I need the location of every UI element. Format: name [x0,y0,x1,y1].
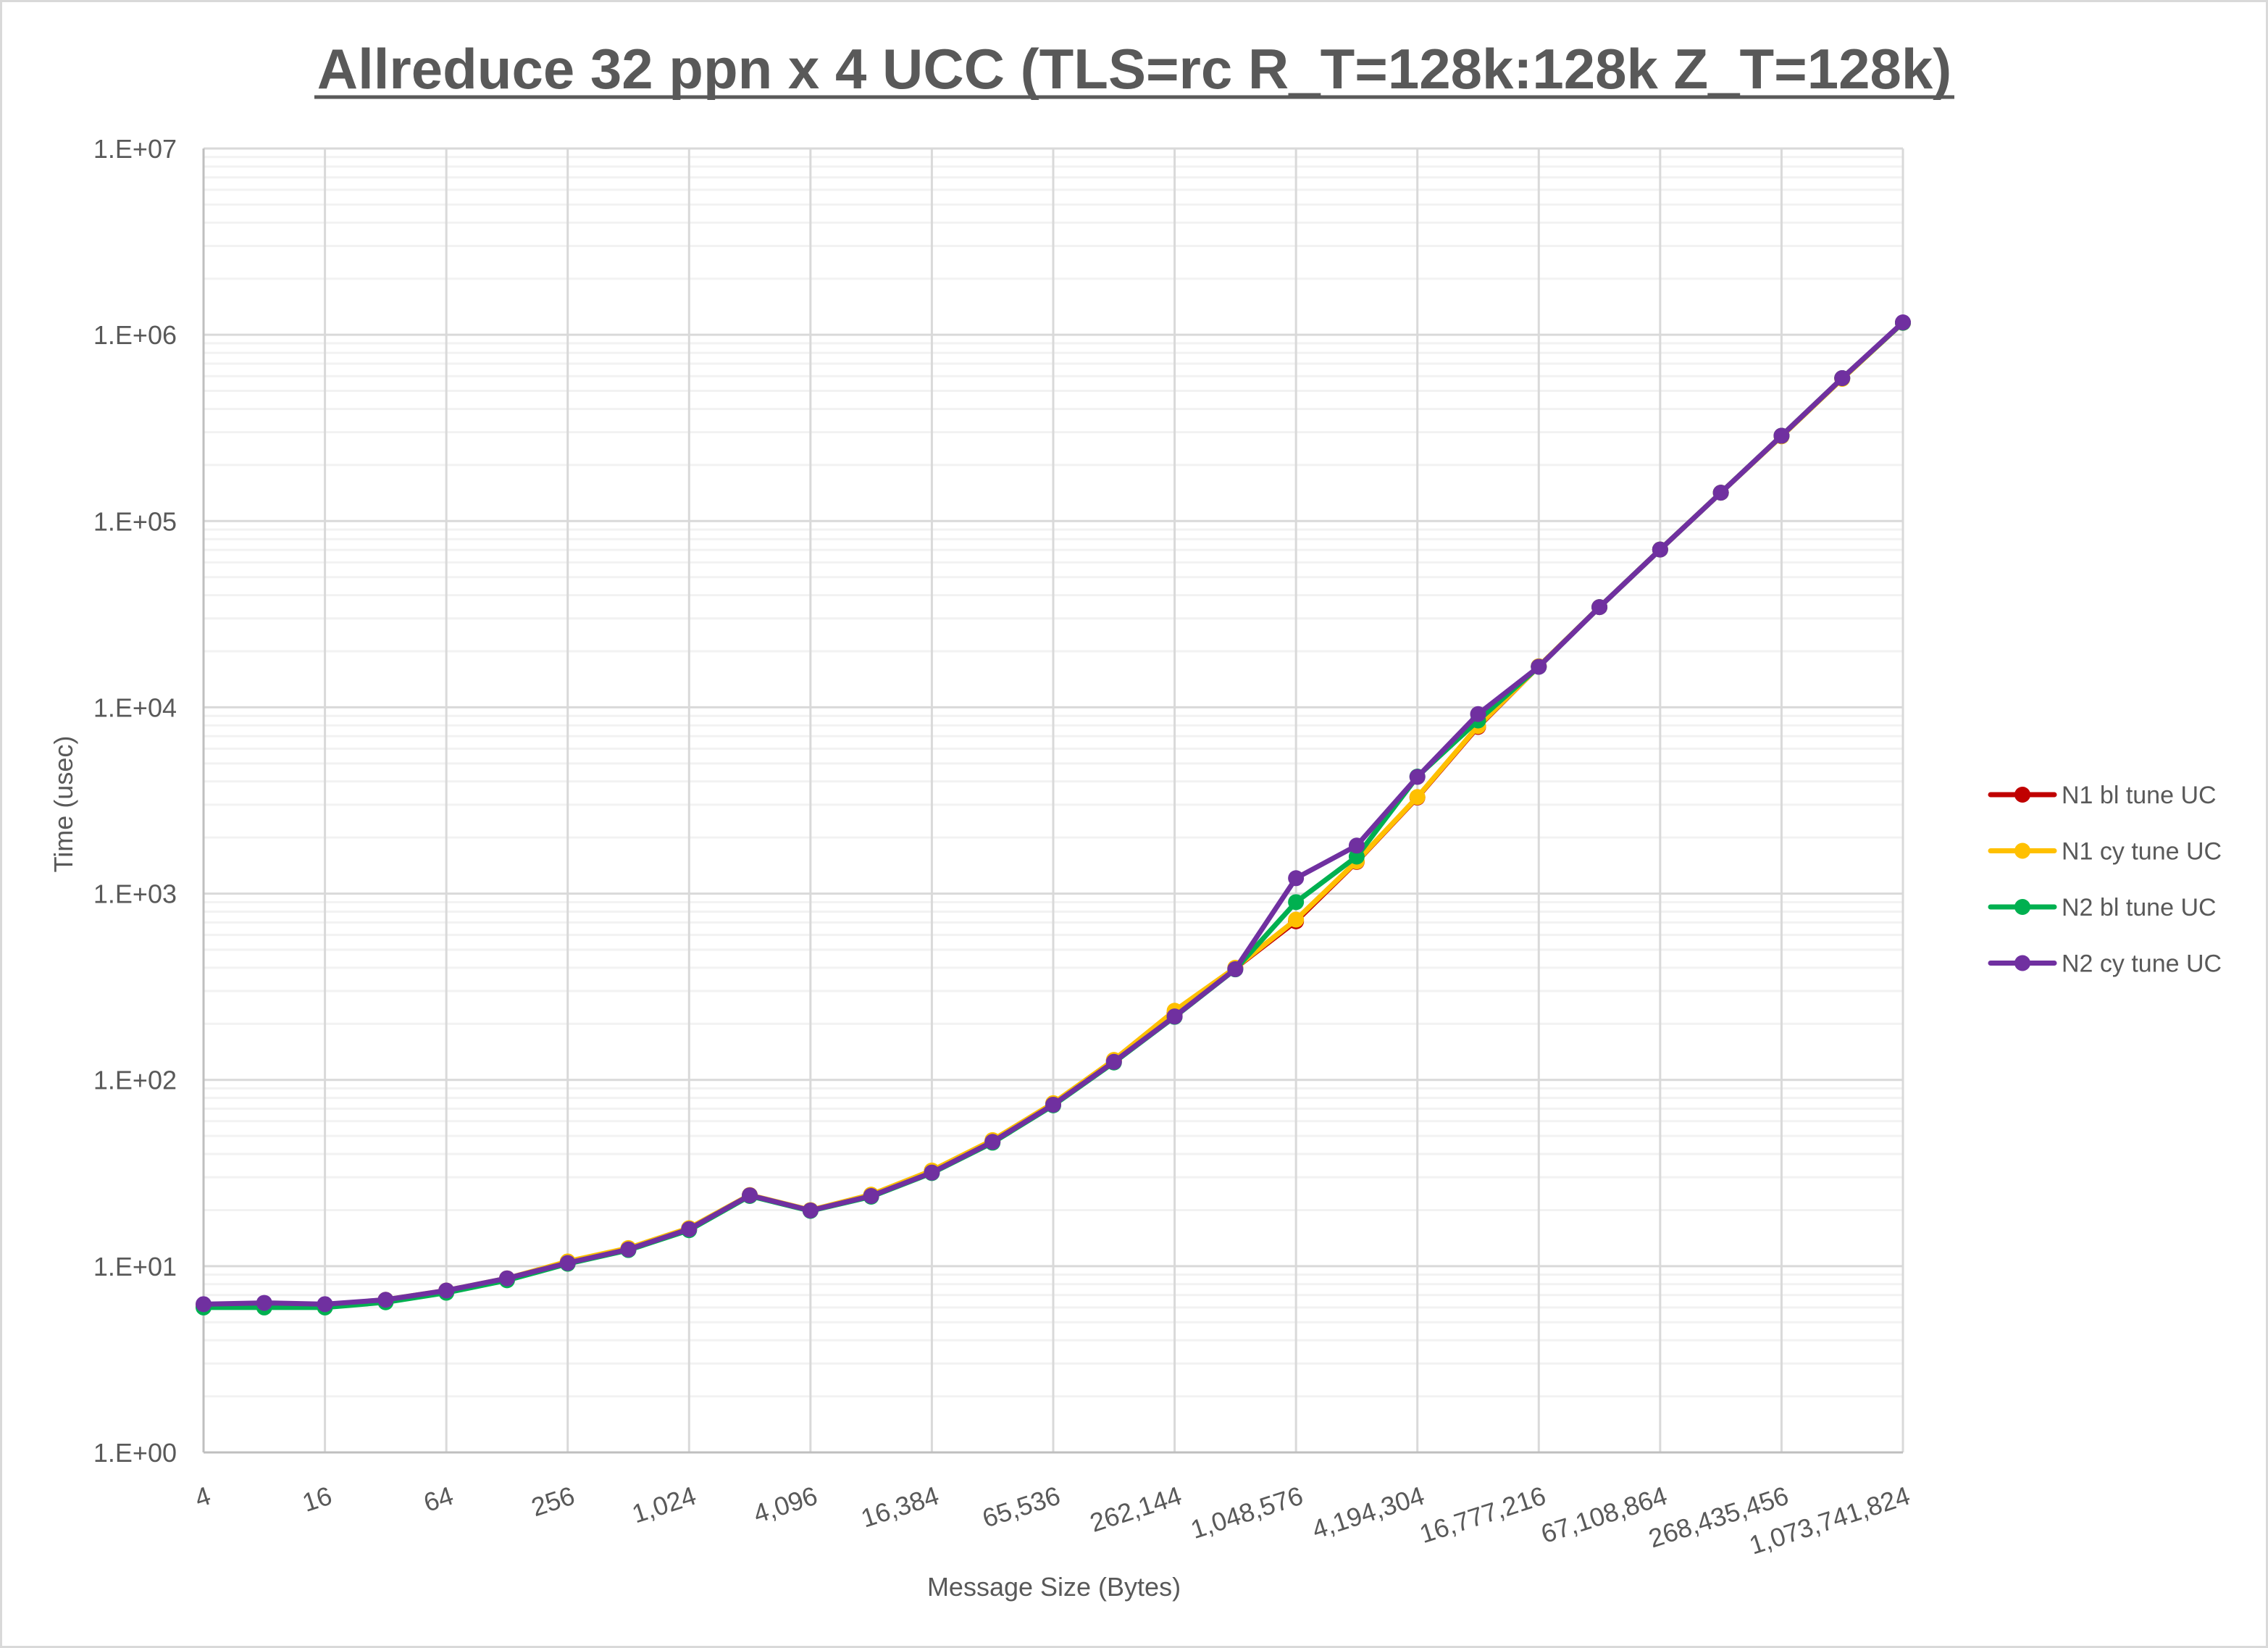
y-tick-label: 1.E+02 [93,1066,177,1095]
x-tick-label: 16,384 [858,1481,942,1534]
data-point-marker[interactable] [1409,769,1426,785]
series-layer [196,314,1911,1316]
data-point-marker[interactable] [1712,485,1729,501]
x-tick-label: 64 [420,1481,457,1518]
legend-label: N2 cy tune UC [2062,950,2222,978]
legend[interactable]: N1 bl tune UC N1 cy tune UC N2 bl tune UC N… [1988,782,2222,978]
data-point-marker[interactable] [802,1202,819,1219]
legend-item-n1-cy-tune-uc[interactable]: N1 cy tune UC [1988,838,2222,866]
plot-area-border [202,147,1904,1454]
data-point-marker[interactable] [984,1134,1001,1150]
x-tick-label: 256 [527,1481,578,1523]
legend-item-n2-bl-tune-uc[interactable]: N2 bl tune UC [1988,894,2217,921]
y-tick-label: 1.E+01 [93,1252,177,1281]
data-point-marker[interactable] [1348,837,1365,854]
y-axis-title: Time (usec) [49,736,78,873]
data-point-marker[interactable] [1045,1096,1061,1113]
data-point-marker[interactable] [924,1164,940,1181]
x-tick-label: 1,024 [628,1481,699,1529]
data-point-marker[interactable] [620,1241,637,1258]
data-point-marker[interactable] [1409,789,1426,806]
data-point-marker[interactable] [681,1221,698,1237]
data-point-marker[interactable] [317,1296,333,1313]
y-tick-label: 1.E+00 [93,1438,177,1468]
data-point-marker[interactable] [863,1188,879,1205]
legend-marker-icon [2014,899,2030,915]
series-n2-cy-tune-uc [196,314,1911,1313]
y-tick-label: 1.E+06 [93,320,177,350]
x-tick-label: 4,194,304 [1308,1481,1428,1544]
data-point-marker[interactable] [1531,658,1547,675]
data-point-marker[interactable] [1288,911,1305,928]
legend-marker-icon [2014,787,2030,803]
y-tick-label: 1.E+05 [93,506,177,536]
data-point-marker[interactable] [559,1255,576,1271]
y-tick-label: 1.E+04 [93,693,177,722]
x-tick-label: 1,048,576 [1187,1481,1307,1544]
data-point-marker[interactable] [1288,870,1305,887]
legend-marker-icon [2014,842,2030,859]
data-point-marker[interactable] [1288,894,1305,911]
data-point-marker[interactable] [498,1270,515,1287]
data-point-marker[interactable] [377,1292,394,1308]
x-tick-label: 4 [191,1481,214,1513]
data-point-marker[interactable] [1652,541,1668,558]
data-point-marker[interactable] [1348,848,1365,865]
data-point-marker[interactable] [1166,1008,1183,1025]
legend-label: N2 bl tune UC [2062,894,2217,921]
legend-label: N1 cy tune UC [2062,838,2222,866]
data-point-marker[interactable] [1227,961,1244,977]
data-point-marker[interactable] [1895,314,1911,330]
data-point-marker[interactable] [1773,427,1790,444]
data-point-marker[interactable] [438,1282,455,1299]
x-axis-tick-labels: 4 16 64 256 1,024 4,096 16,384 65,536 262,144 1,0… [191,1481,1914,1560]
x-axis-title: Message Size (Bytes) [927,1572,1181,1602]
y-axis-tick-labels: 1.E+00 1.E+01 1.E+02 1.E+03 1.E+04 1.E+05 1.E+… [93,134,177,1468]
chart-title: Allreduce 32 ppn x 4 UCC (TLS=rc R_T=128… [317,37,1951,101]
legend-marker-icon [2014,955,2030,971]
x-tick-label: 4,096 [750,1481,821,1529]
x-tick-label: 262,144 [1087,1481,1185,1538]
data-point-marker[interactable] [1105,1053,1122,1070]
data-point-marker[interactable] [256,1294,272,1311]
y-tick-label: 1.E+03 [93,879,177,909]
legend-item-n1-bl-tune-uc[interactable]: N1 bl tune UC [1988,782,2217,809]
legend-label: N1 bl tune UC [2062,782,2217,809]
x-tick-label: 16,777,216 [1416,1481,1549,1549]
legend-item-n2-cy-tune-uc[interactable]: N2 cy tune UC [1988,950,2222,978]
data-point-marker[interactable] [1470,706,1486,722]
x-tick-label: 65,536 [979,1481,1063,1534]
data-point-marker[interactable] [1834,370,1851,387]
y-tick-label: 1.E+07 [93,134,177,164]
x-tick-label: 16 [298,1481,335,1518]
data-point-marker[interactable] [742,1187,758,1204]
major-gridlines [204,149,1903,1452]
data-point-marker[interactable] [1591,599,1608,616]
data-point-marker[interactable] [196,1296,212,1313]
